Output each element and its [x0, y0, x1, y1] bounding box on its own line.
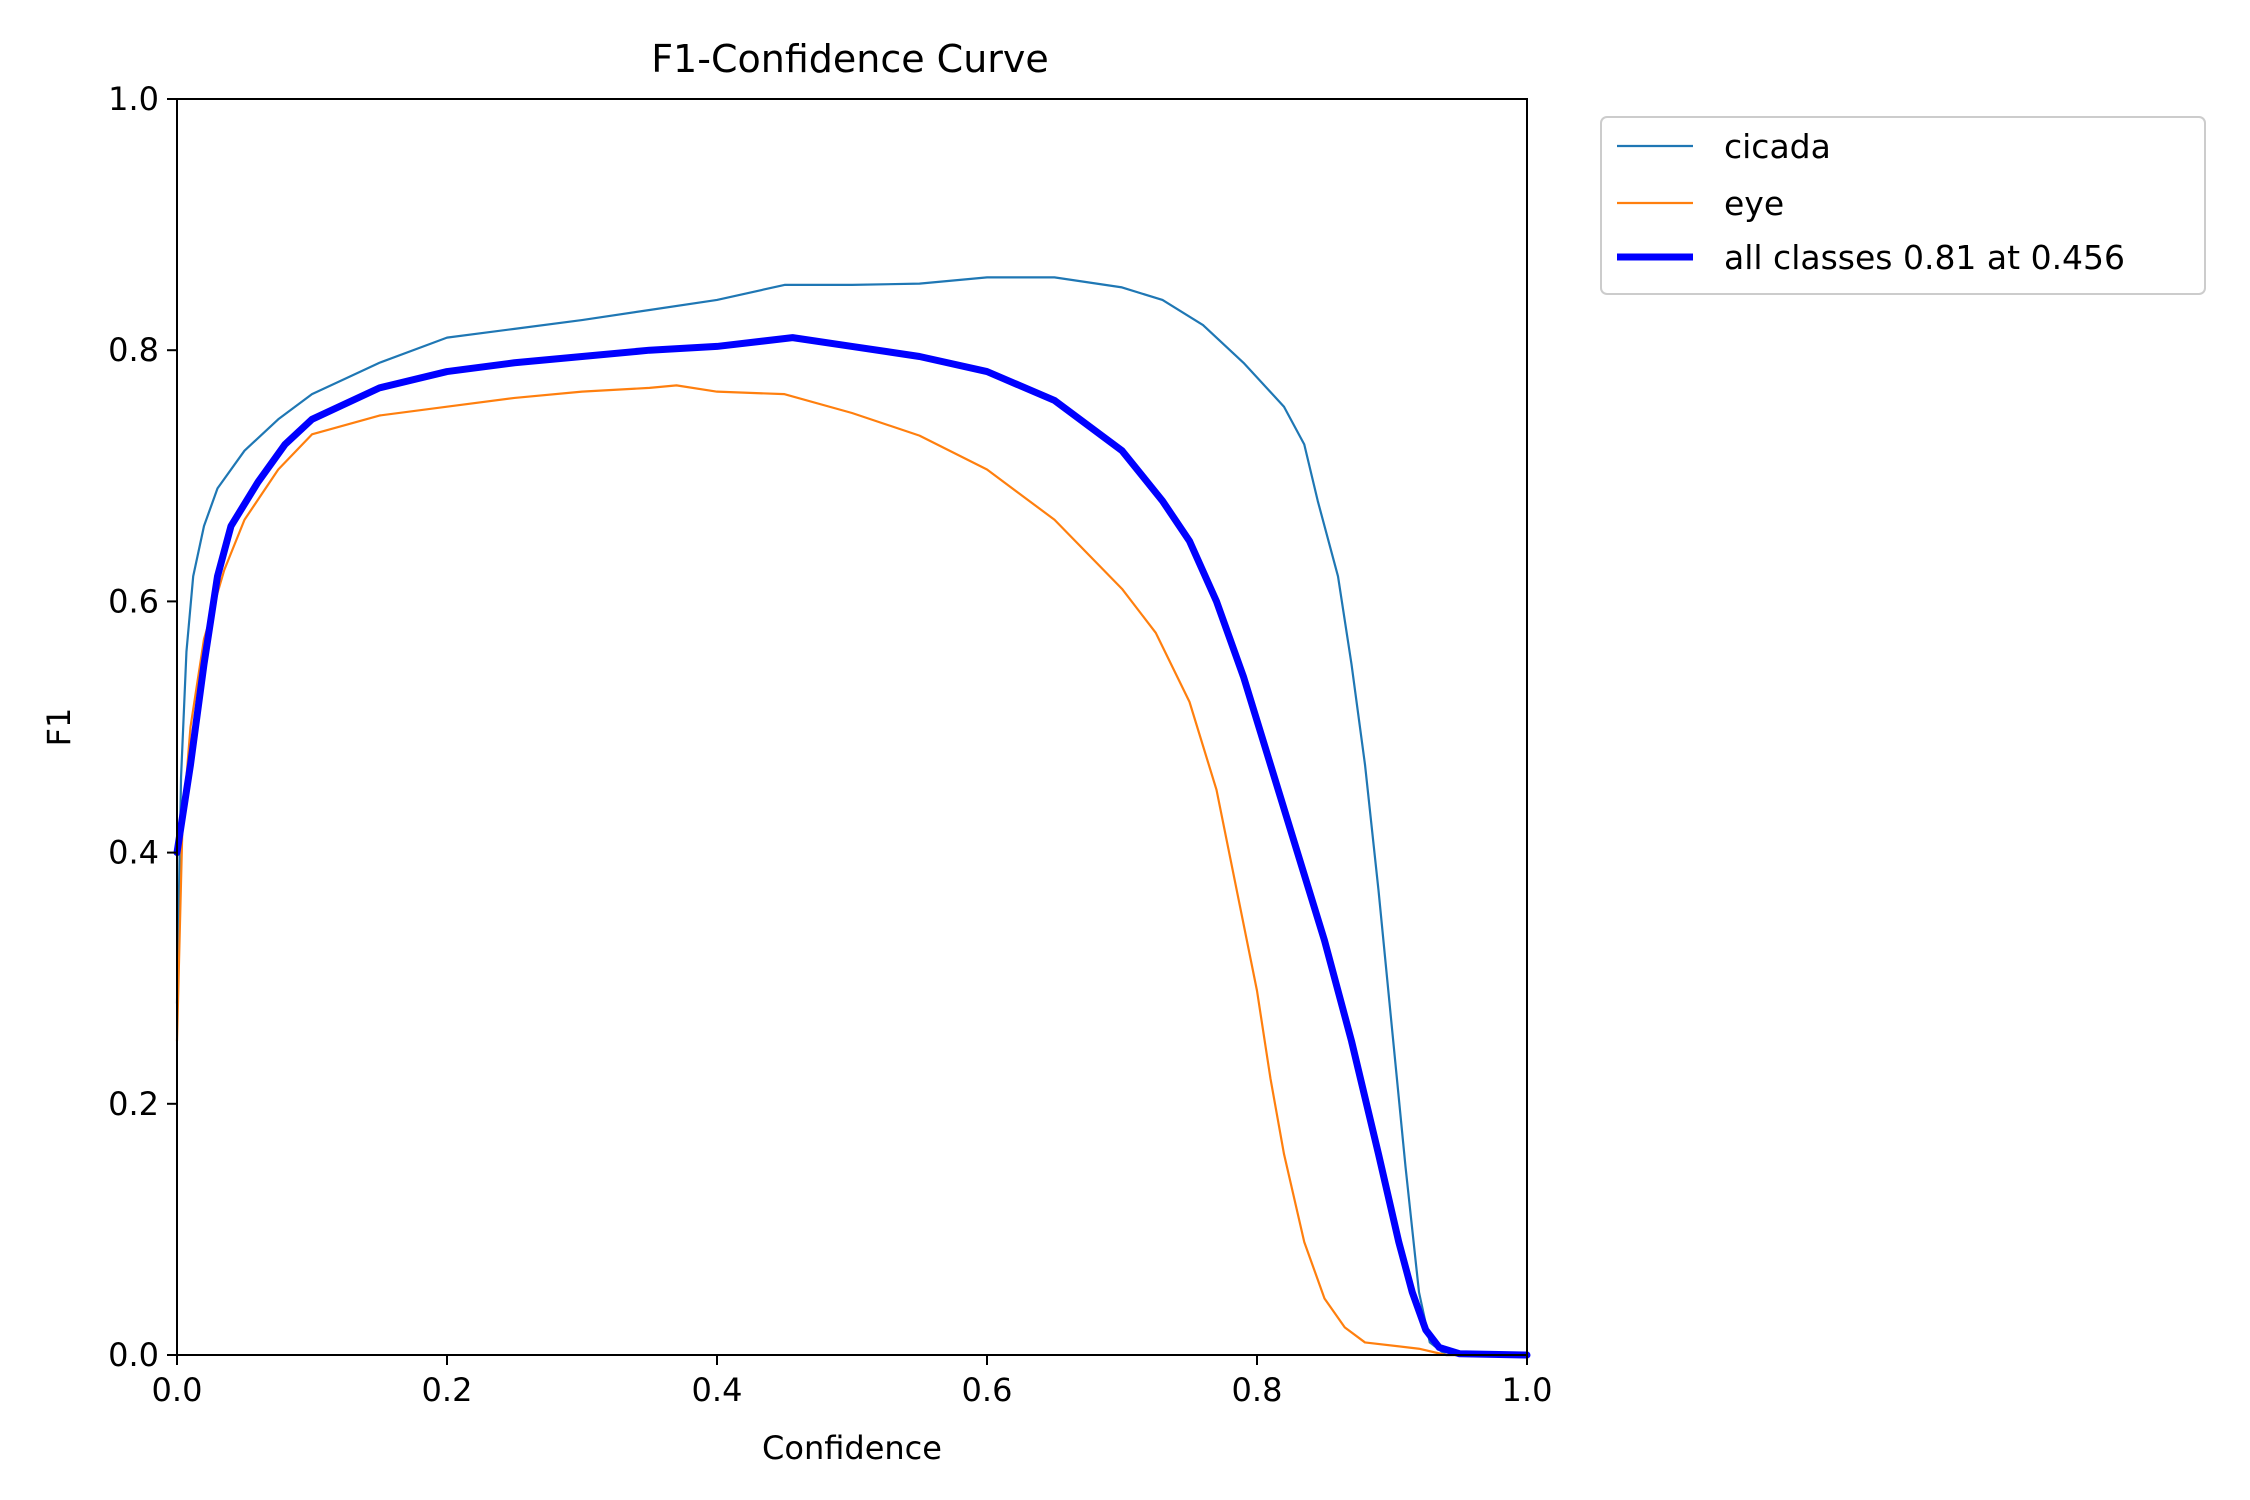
y-tick-label: 0.6 [108, 582, 159, 620]
legend-label-eye: eye [1724, 184, 1784, 223]
y-tick-label: 0.2 [108, 1085, 159, 1123]
y-tick-label: 0.0 [108, 1336, 159, 1374]
y-tick-label: 0.8 [108, 331, 159, 369]
y-tick-label: 0.4 [108, 834, 159, 872]
x-tick-label: 0.4 [692, 1371, 743, 1409]
plot-area [173, 98, 1531, 1359]
y-tick-label: 1.0 [108, 80, 159, 118]
series-line-eye [175, 384, 1529, 1357]
x-tick-label: 0.8 [1232, 1371, 1283, 1409]
y-axis-label: F1 [40, 708, 78, 747]
legend-label-all-classes: all classes 0.81 at 0.456 [1724, 238, 2125, 277]
x-tick-label: 0.0 [152, 1371, 203, 1409]
x-axis-label: Confidence [762, 1429, 942, 1467]
series-layer [173, 276, 1531, 1359]
legend: cicada eye all classes 0.81 at 0.456 [1600, 116, 2206, 295]
series-line-cicada [175, 276, 1529, 1357]
x-tick-label: 0.6 [962, 1371, 1013, 1409]
legend-box [1600, 116, 2206, 295]
plot-frame [176, 98, 1528, 1356]
y-axis-ticks: 0.0 0.2 0.4 0.6 0.8 1.0 [108, 80, 177, 1374]
x-axis-ticks: 0.0 0.2 0.4 0.6 0.8 1.0 [152, 1355, 1553, 1409]
x-tick-label: 0.2 [422, 1371, 473, 1409]
series-line-all-classes [173, 334, 1531, 1359]
chart-title: F1-Confidence Curve [651, 37, 1049, 81]
x-tick-label: 1.0 [1502, 1371, 1553, 1409]
legend-label-cicada: cicada [1724, 127, 1831, 166]
